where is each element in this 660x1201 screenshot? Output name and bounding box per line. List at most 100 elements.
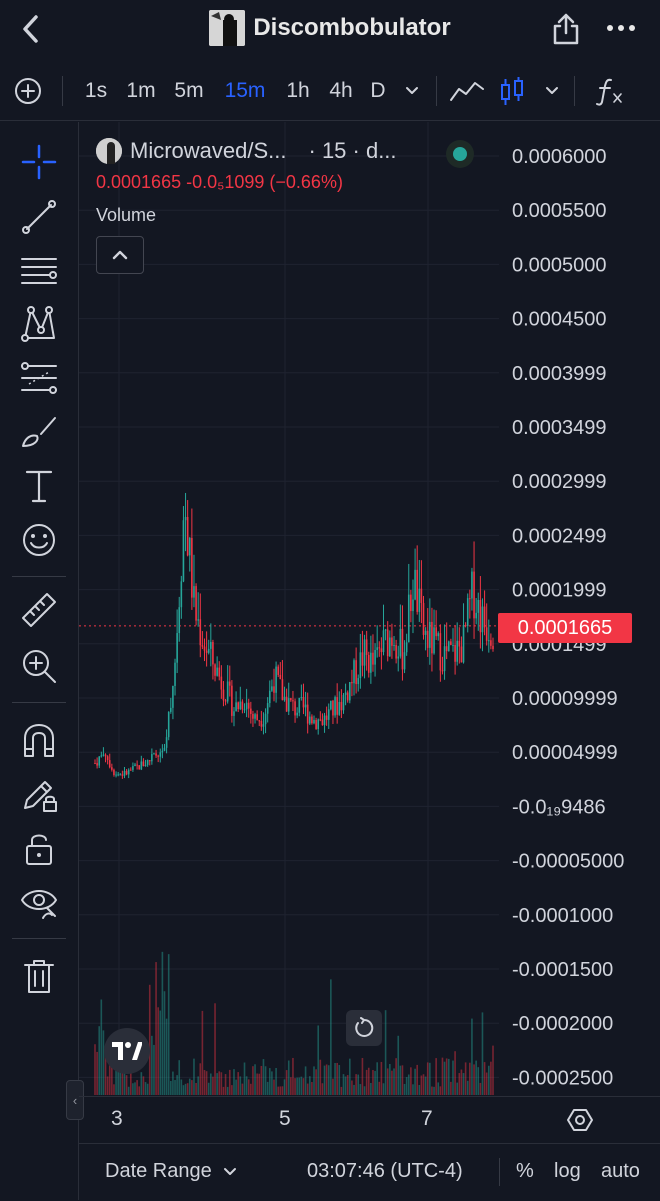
unlock-icon[interactable] <box>14 826 64 870</box>
date-range-button[interactable]: Date Range <box>105 1160 237 1183</box>
visibility-eye-icon[interactable] <box>14 880 64 924</box>
candles-chart-icon[interactable] <box>496 74 528 108</box>
page-title: Discombobulator <box>253 14 451 41</box>
price-axis-label: 0.0005500 <box>512 200 607 222</box>
candle-body <box>306 704 309 724</box>
add-symbol-icon[interactable] <box>10 74 46 108</box>
zoom-in-icon[interactable] <box>14 644 64 688</box>
volume-bar <box>250 1083 252 1095</box>
volume-bar <box>359 1084 362 1095</box>
more-options-icon[interactable] <box>598 10 644 46</box>
bottom-bar: Date Range 03:07:46 (UTC-4) % log auto <box>79 1143 660 1201</box>
candle-body <box>207 648 210 653</box>
volume-bar <box>378 1081 381 1095</box>
volume-bar <box>325 1064 328 1095</box>
price-axis-label: -0.0001500 <box>512 959 613 981</box>
reset-chart-icon[interactable] <box>346 1010 382 1046</box>
volume-bar <box>275 1067 277 1095</box>
interval-d[interactable]: D <box>370 79 386 102</box>
interval-5m[interactable]: 5m <box>174 79 204 102</box>
collapse-toolbar-chevron-icon[interactable]: ‹ <box>66 1080 84 1120</box>
volume-bar <box>210 1073 212 1095</box>
volume-bar <box>357 1074 360 1095</box>
candle-body <box>416 569 418 612</box>
time-axis[interactable]: 3 5 7 <box>79 1096 660 1143</box>
ruler-measure-icon[interactable] <box>14 588 64 632</box>
volume-bar <box>233 1069 235 1095</box>
volume-bar <box>237 1072 239 1095</box>
volume-bar <box>102 1030 105 1095</box>
trash-icon[interactable] <box>14 954 64 998</box>
volume-bar <box>340 1086 343 1095</box>
interval-15m[interactable]: 15m <box>224 79 266 102</box>
date-range-chevron-icon <box>224 1168 237 1175</box>
indicators-fx-icon[interactable] <box>590 74 630 108</box>
candle-body <box>157 755 159 757</box>
candle-body <box>113 769 115 775</box>
interval-1h[interactable]: 1h <box>286 79 310 102</box>
candle-body <box>235 702 237 712</box>
candle-body <box>450 641 452 645</box>
interval-dropdown-chevron-icon[interactable] <box>400 74 424 108</box>
symbol-row[interactable]: Microwaved/S... · 15 · d... <box>96 138 496 164</box>
candle-body <box>155 753 157 756</box>
candle-body <box>178 607 181 634</box>
volume-bar <box>454 1051 456 1095</box>
candle-body <box>317 719 320 729</box>
candle-body <box>452 644 454 646</box>
candle-body <box>254 714 256 719</box>
candle-body <box>349 682 351 701</box>
volume-bar <box>197 1076 199 1095</box>
forecasting-icon[interactable] <box>14 356 64 400</box>
chart-settings-icon[interactable] <box>566 1106 594 1134</box>
volume-bar <box>292 1057 294 1095</box>
interval-1m[interactable]: 1m <box>126 79 156 102</box>
symbol-name[interactable]: Microwaved/S... <box>130 138 287 163</box>
tradingview-logo-icon[interactable] <box>104 1028 150 1074</box>
volume-bar <box>104 1055 107 1095</box>
pattern-icon[interactable] <box>14 302 64 346</box>
back-chevron-icon[interactable] <box>14 10 48 48</box>
candle-body <box>132 766 134 770</box>
candle-body <box>367 654 370 673</box>
emoji-icon[interactable] <box>14 518 64 562</box>
candle-body <box>123 770 126 776</box>
trend-line-icon[interactable] <box>14 194 64 238</box>
interval-4h[interactable]: 4h <box>329 79 353 102</box>
brush-icon[interactable] <box>14 410 64 454</box>
chart-type-chevron-icon[interactable] <box>540 74 564 108</box>
candle-body <box>325 715 328 720</box>
candle-body <box>226 681 229 702</box>
volume-bar <box>349 1058 351 1095</box>
volume-bar <box>296 1077 298 1095</box>
volume-bar <box>483 1062 486 1095</box>
auto-scale-toggle[interactable]: auto <box>601 1160 640 1182</box>
volume-bar <box>266 1081 269 1095</box>
crosshair-icon[interactable] <box>14 140 64 184</box>
share-icon[interactable] <box>544 8 588 50</box>
volume-bar <box>207 1082 210 1095</box>
candle-body <box>201 645 204 647</box>
magnet-icon[interactable] <box>14 718 64 762</box>
volume-bar <box>165 1018 168 1095</box>
legend-collapse-chevron-up-icon[interactable] <box>96 236 144 274</box>
volume-label[interactable]: Volume <box>96 205 157 225</box>
volume-bar <box>420 1075 423 1095</box>
line-chart-icon[interactable] <box>446 74 488 108</box>
chart-legend: Microwaved/S... · 15 · d... 0.0001665 -0… <box>96 138 496 274</box>
candle-body <box>466 598 469 626</box>
lock-drawing-pencil-icon[interactable] <box>14 772 64 816</box>
log-scale-toggle[interactable]: log <box>554 1160 581 1182</box>
candle-body <box>100 755 103 757</box>
volume-bar <box>374 1070 376 1095</box>
clock-timezone[interactable]: 03:07:46 (UTC-4) <box>307 1160 463 1182</box>
candle-body <box>203 646 206 651</box>
market-status-dot-icon[interactable] <box>446 140 474 168</box>
text-tool-icon[interactable] <box>14 464 64 508</box>
chart-toolbar: 1s 1m 5m 15m 1h 4h D <box>0 62 660 121</box>
fib-retracement-icon[interactable] <box>14 248 64 292</box>
toolbar-divider <box>574 76 575 106</box>
percent-scale-toggle[interactable]: % <box>516 1160 534 1182</box>
candle-body <box>214 664 216 676</box>
interval-1s[interactable]: 1s <box>84 79 108 102</box>
